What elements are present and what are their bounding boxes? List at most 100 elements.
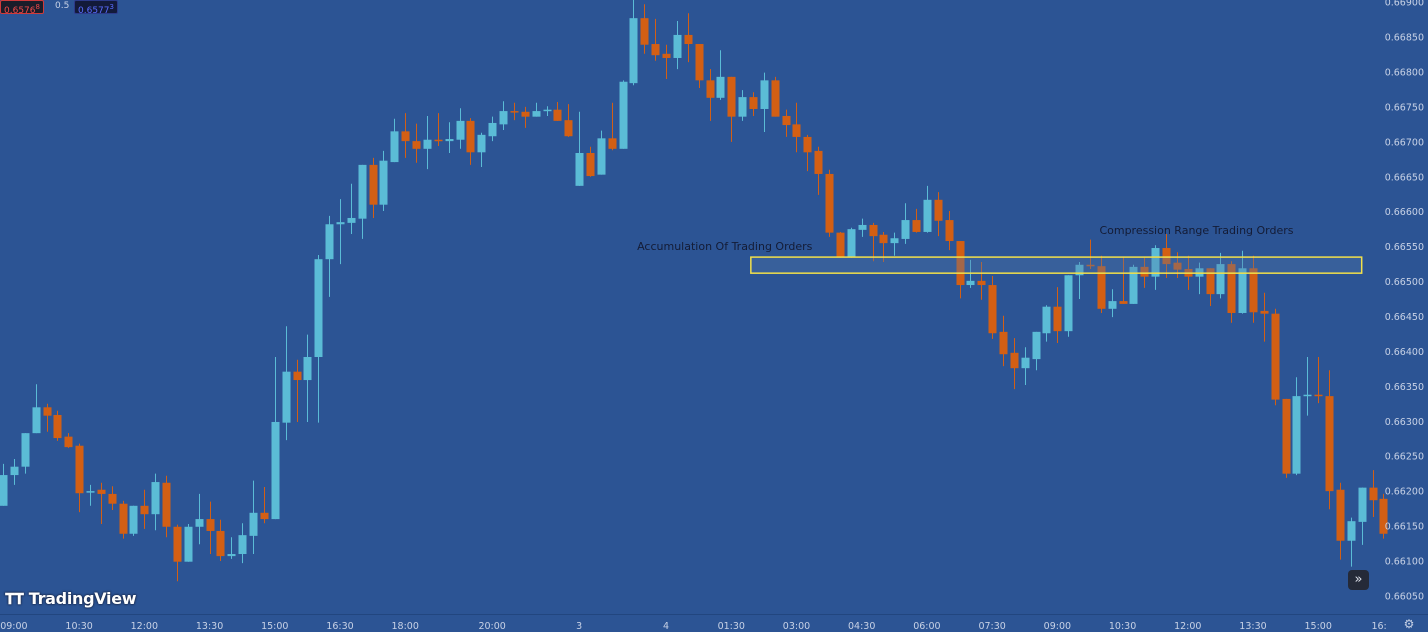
candle-body [706,80,715,98]
candle-bearish [162,475,171,538]
candle-body [836,232,845,258]
price-tick-label: 0.66550 [1385,242,1424,253]
candle-body [477,134,486,153]
candles-layer [0,0,1388,582]
candle-body [390,131,399,163]
candle-body [543,109,552,112]
ask-price-badge[interactable]: 0.65773 [74,0,118,16]
candle-bearish [836,231,845,258]
candle-body [184,526,193,562]
candle-bearish [814,146,823,195]
candle-bullish [456,108,465,149]
candle-bullish [227,537,236,559]
candle-body [564,120,573,137]
price-axis[interactable]: 0.66050 0.66100 0.66150 0.66200 0.66250 0.663… [1385,0,1424,602]
bid-price-badge[interactable]: 0.65768 [0,0,44,16]
bid-price: 0.6576 [4,6,36,16]
candle-body [792,124,801,137]
candle-bearish [553,102,562,121]
candle-body [1379,498,1388,534]
candle-body [814,150,823,174]
candle-bearish [651,18,660,61]
candle-bullish [499,101,508,130]
time-tick-label: 18:00 [392,621,419,632]
candle-body [1282,398,1291,474]
candle-bearish [1206,268,1215,306]
time-tick-label: 12:00 [131,621,158,632]
candle-body [586,153,595,177]
candle-body [358,164,367,219]
ask-price: 0.6577 [78,6,110,16]
time-tick-label: 16:30 [326,621,353,632]
time-axis[interactable]: 09:00 10:30 12:00 13:30 15:00 16:30 18:00 20:00… [0,621,1387,632]
candle-bearish [1369,470,1378,517]
candle-body [249,512,258,536]
candle-bullish [716,50,725,100]
candle-body [966,280,975,286]
time-tick-label: 01:30 [718,621,745,632]
candle-body [771,80,780,117]
candle-bullish [1042,305,1051,342]
candle-body [347,217,356,223]
candle-bearish [140,489,149,529]
candle-body [1369,487,1378,501]
price-tick-label: 0.66600 [1385,207,1424,218]
price-tick-label: 0.66650 [1385,172,1424,183]
candle-bullish [32,384,41,434]
candle-bullish [923,185,932,233]
candle-body [716,76,725,98]
candle-body [325,224,334,260]
candle-body [1010,352,1019,369]
candle-bearish [466,118,475,165]
candle-body [1271,313,1280,400]
candle-bearish [792,102,801,153]
candle-body [727,76,736,117]
candle-bullish [0,463,8,506]
candle-bullish [673,20,682,70]
axis-settings-button[interactable]: ⚙ [1401,617,1417,631]
price-tick-label: 0.66700 [1385,137,1424,148]
candle-body [640,18,649,45]
price-tick-label: 0.66200 [1385,487,1424,498]
candle-body [803,136,812,153]
candle-bearish [727,76,736,142]
candle-bullish [543,106,552,116]
candle-bearish [510,102,519,121]
scroll-to-realtime-button[interactable]: » [1348,570,1369,590]
candle-bullish [21,433,30,474]
candle-bullish [129,505,138,536]
candle-body [934,199,943,221]
candle-body [977,280,986,286]
candle-bullish [249,480,258,555]
candle-bullish [195,493,204,545]
candle-bearish [216,519,225,561]
candle-bearish [1249,255,1258,323]
candle-body [847,229,856,258]
candle-body [1129,266,1138,304]
candle-body [999,331,1008,355]
candle-body [1042,306,1051,334]
candle-bearish [1227,261,1236,323]
candle-bullish [358,164,367,239]
price-tick-label: 0.66800 [1385,67,1424,78]
ask-price-fraction: 3 [109,3,114,11]
candle-body [303,357,312,381]
candle-body [53,414,62,439]
annotations-layer: Accumulation Of Trading Orders Compressio… [637,224,1363,274]
candle-bearish [206,501,215,555]
price-tick-label: 0.66050 [1385,591,1424,602]
price-tick-label: 0.66850 [1385,33,1424,44]
candle-body [738,97,747,117]
candle-bullish [390,118,399,163]
candle-bullish [760,72,769,133]
tradingview-logo[interactable]: 𝐓𝐓 TradingView [5,589,137,608]
candle-body [553,109,562,121]
candle-bearish [640,4,649,54]
candle-body [1119,301,1128,304]
brand-name: TradingView [28,589,137,608]
time-tick-label: 15:00 [1305,621,1332,632]
candle-body [575,153,584,186]
candle-body [1260,310,1269,314]
candle-bearish [803,134,812,172]
